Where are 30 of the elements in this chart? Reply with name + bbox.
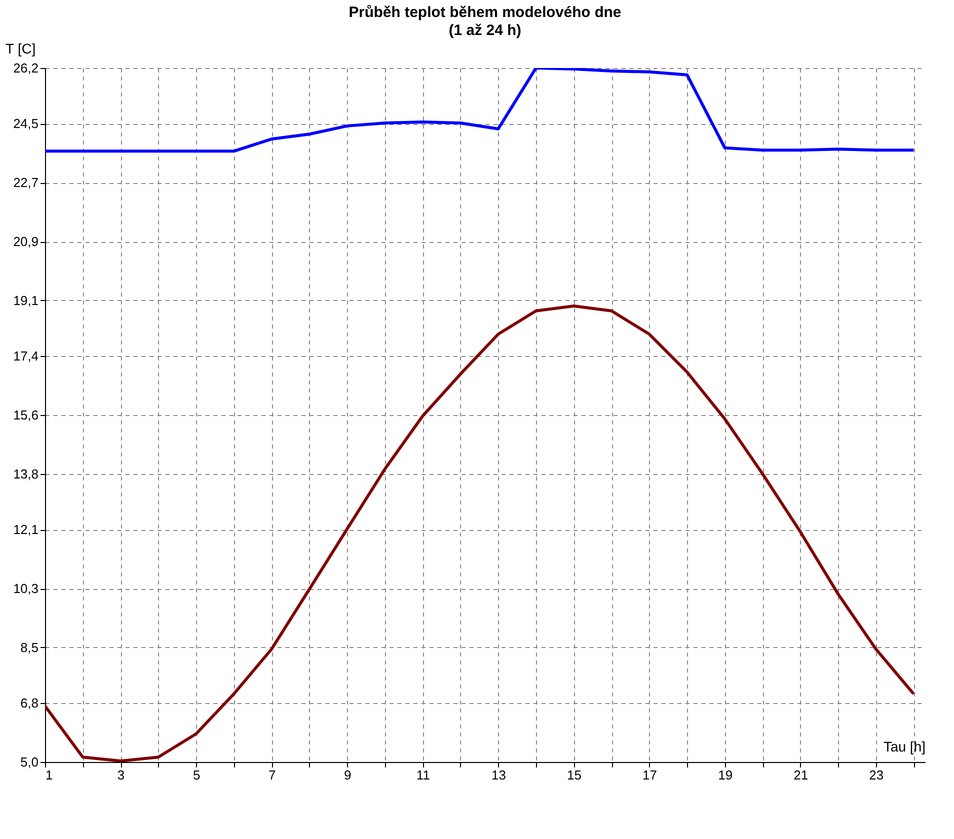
x-tick-label: 7 [268, 768, 276, 782]
x-tick-label: 1 [46, 768, 53, 782]
x-tick-label: 19 [718, 768, 733, 782]
chart-title: Průběh teplot během modelového dne [348, 4, 622, 21]
y-tick-label: 10,3 [13, 581, 38, 596]
y-tick-label: 26,2 [13, 60, 38, 76]
x-tick-label: 9 [344, 768, 352, 782]
y-tick-label: 6,8 [20, 696, 38, 711]
y-tick-label: 13,8 [13, 466, 38, 482]
x-tick-label: 15 [567, 768, 582, 782]
chart-subtitle: (1 až 24 h) [448, 22, 522, 39]
x-tick-label: 3 [117, 768, 125, 782]
y-axis-title: T [C] [6, 40, 36, 56]
y-tick-label: 22,7 [13, 175, 38, 190]
y-tick-label: 15,6 [13, 408, 38, 422]
y-tick-label: 24,5 [13, 116, 38, 132]
x-tick-label: 17 [642, 768, 658, 782]
line-series [45, 68, 916, 153]
x-tick-label: 13 [491, 768, 506, 782]
y-tick-label: 5,0 [20, 754, 38, 770]
x-tick-label: 21 [794, 768, 808, 782]
y-tick-label: 20,9 [13, 234, 38, 249]
y-tick-label: 12,1 [13, 522, 38, 538]
y-tick-label: 8,5 [20, 640, 38, 655]
x-tick-label: 23 [869, 768, 884, 782]
x-tick-label: 5 [192, 768, 200, 782]
y-tick-label: 17,4 [13, 348, 38, 364]
x-tick-label: 11 [416, 768, 430, 782]
x-axis-title: Tau [h] [883, 738, 926, 754]
y-tick-label: 19,1 [13, 292, 38, 308]
